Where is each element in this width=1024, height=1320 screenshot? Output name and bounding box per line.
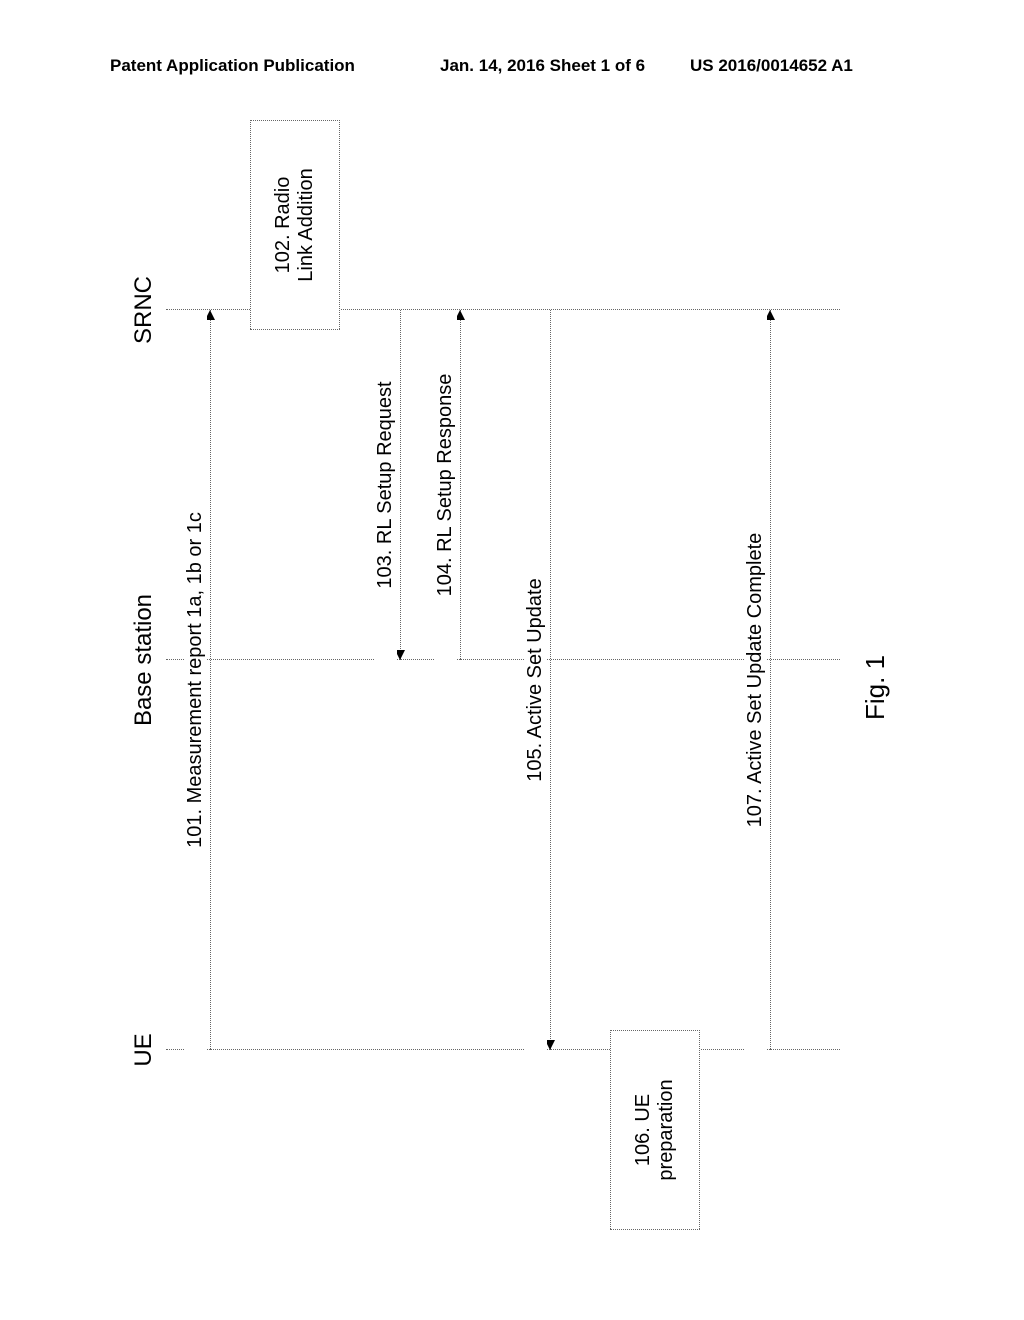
lifeline-bs [166,659,840,660]
actor-srnc: SRNC [130,190,158,430]
selfbox-2: 106. UEpreparation [610,1030,700,1230]
figure-1-container: UE Base station SRNC 101. Measurement repor… [120,140,920,1180]
message-label-3: 104. RL Setup Response [434,310,457,660]
message-label-4: 105. Active Set Update [524,310,547,1050]
header-left: Patent Application Publication [110,56,355,76]
message-line-5 [770,310,771,1050]
message-label-5: 107. Active Set Update Complete [744,310,767,1050]
sequence-diagram: UE Base station SRNC 101. Measurement repor… [120,140,920,1180]
page: Patent Application Publication Jan. 14, … [0,0,1024,1320]
figure-1-rotated: UE Base station SRNC 101. Measurement repor… [120,140,920,1180]
figure-caption: Fig. 1 [860,655,891,720]
actor-ue: UE [130,930,158,1170]
message-line-4 [550,310,551,1050]
message-label-2: 103. RL Setup Request [374,310,397,660]
header-right: US 2016/0014652 A1 [690,56,853,76]
message-line-3 [460,310,461,660]
lifeline-ue [166,1049,840,1050]
actor-bs: Base station [130,540,158,780]
message-label-1: 101. Measurement report 1a, 1b or 1c [184,310,207,1050]
header-center: Jan. 14, 2016 Sheet 1 of 6 [440,56,645,76]
message-line-1 [210,310,211,1050]
message-line-2 [400,310,401,660]
selfbox-1: 102. RadioLink Addition [250,120,340,330]
